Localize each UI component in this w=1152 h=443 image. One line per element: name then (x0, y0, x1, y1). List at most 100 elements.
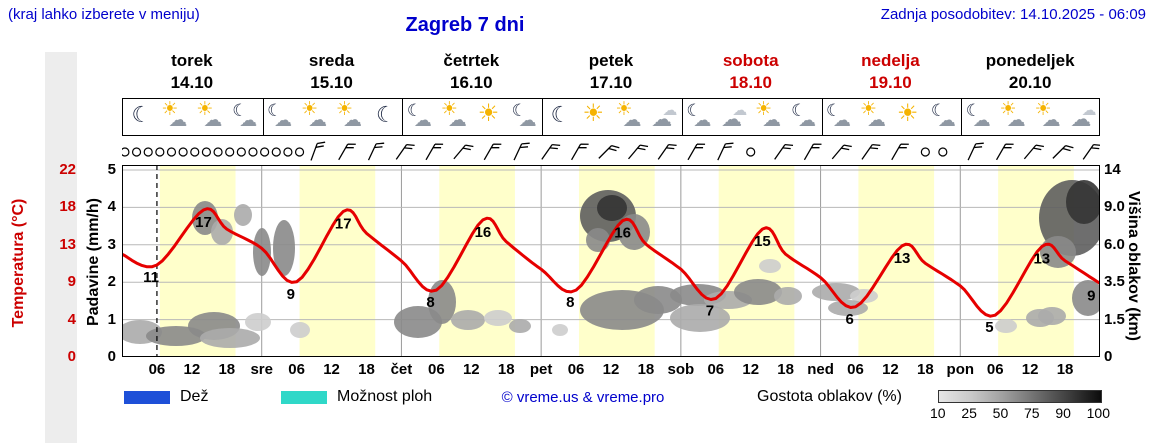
cloud-density-ticks: 10 25 50 75 90 100 (930, 405, 1110, 421)
temperature-curve (122, 207, 1100, 318)
partly-icon: ☀ ☁ (440, 99, 467, 131)
partly-icon: ☀ ☁ (336, 99, 363, 131)
density-tick-label: 75 (1023, 405, 1040, 421)
temp-axis-strip (45, 52, 77, 443)
cloud-blob (812, 283, 860, 301)
day-separator (961, 99, 963, 135)
cloud-tick-label: 1.5 (1104, 310, 1125, 328)
wind-barb-icon (774, 143, 794, 160)
temp-tick-label: 4 (67, 310, 76, 328)
day-date-label: 20.10 (1008, 73, 1052, 92)
wind-barb-icon (1052, 145, 1074, 159)
plot-border (122, 165, 1100, 357)
partly-icon: ☀ ☁ (859, 99, 886, 131)
x-tick-label: 18 (218, 361, 236, 378)
x-tick-label: čet (390, 361, 413, 378)
temp-point-label: 6 (846, 311, 854, 328)
daytime-band (299, 165, 376, 357)
moon-cloud-icon: ☾ ☁ (791, 101, 817, 130)
day-separator (821, 99, 823, 135)
cloud-blob (200, 328, 260, 348)
wind-calm-icon (248, 147, 258, 157)
wind-barb-icon (541, 143, 561, 160)
page-title: Zagreb 7 dni (405, 14, 525, 36)
wind-barb-icon (995, 143, 1014, 161)
weather-icon-strip: ☾ ☀ ☁ ☀ ☁ ☾ ☁ ☾ ☁ ☀ ☁ ☀ ☁ ☾ ☾ ☁ ☀ ☁ ☀ ☾ ☁ ☾ ☀ ☀ ☁ ☁ ☁ ☾ ☁ ☁ ☁ ☀ ☁ ☾ ☁ ☾ ☁ ☀ ☁ ☀… (122, 98, 1100, 136)
moon-cloud-icon: ☾ ☁ (826, 101, 852, 130)
temp-point-label: 13 (1033, 251, 1050, 268)
cloud-blob (1038, 307, 1066, 325)
moon-cloud-icon: ☾ ☁ (406, 101, 432, 130)
x-tick-label: sre (250, 361, 273, 378)
moon-cloud-icon: ☾ ☁ (267, 101, 293, 130)
sun-icon: ☀ (896, 100, 919, 127)
x-tick-label: 06 (148, 361, 166, 378)
cloud-density-label: Gostota oblakov (%) (757, 388, 902, 405)
day-date-label: 19.10 (869, 73, 912, 92)
x-tick-label: 12 (323, 361, 340, 378)
precip-tick-label: 1 (107, 310, 116, 328)
moon-cloud-icon: ☾ ☁ (930, 101, 956, 130)
wind-barb-icon (1082, 143, 1100, 160)
wind-barb-icon (831, 144, 852, 160)
wind-calm-icon (155, 147, 165, 157)
meteogram-plot: 11 17 9 17 8 16 8 16 7 15 6 13 5 13 9 (122, 165, 1100, 357)
x-tick-label: 18 (1056, 361, 1074, 378)
wind-barb-icon (717, 142, 734, 161)
wind-barb-icon (338, 143, 356, 161)
partly-icon: ☀ ☁ (196, 99, 223, 131)
wind-barb-icon (310, 141, 326, 161)
temp-point-label: 17 (335, 216, 352, 233)
x-tick-label: 18 (637, 361, 655, 378)
moon-icon: ☾ (375, 102, 396, 127)
x-tick-label: 18 (497, 361, 515, 378)
density-tick-label: 25 (961, 405, 977, 421)
cloud-blob (597, 195, 627, 221)
cloud-blob (1072, 280, 1100, 316)
day-date-label: 14.10 (170, 73, 214, 92)
partly-icon: ☀ ☁ (755, 99, 782, 131)
moon-cloud-icon: ☾ ☁ (965, 101, 991, 130)
wind-calm-icon (938, 147, 948, 157)
precip-tick-label: 2 (107, 273, 116, 291)
daytime-band (718, 165, 795, 357)
moon-icon: ☾ (550, 102, 571, 127)
day-separator (681, 99, 683, 135)
partly-icon: ☀ ☁ (1034, 99, 1061, 131)
cloud-blob (509, 319, 531, 333)
sun-icon: ☀ (477, 100, 500, 127)
cloud-icon: ☁ ☁ (721, 102, 748, 131)
temp-tick-label: 18 (59, 198, 76, 216)
wind-barb-icon (483, 143, 502, 161)
wind-barb-icon (1023, 144, 1044, 160)
x-tick-label: 12 (1021, 361, 1039, 378)
day-date-label: 18.10 (729, 73, 772, 92)
wind-calm-icon (201, 147, 212, 157)
x-tick-label: pet (529, 361, 553, 378)
rain-legend-label: Dež (180, 388, 209, 405)
precip-tick-label: 0 (107, 348, 116, 365)
temp-point-label: 13 (894, 250, 911, 267)
temp-tick-label: 22 (59, 161, 76, 178)
copyright-link[interactable]: © vreme.us & vreme.pro (501, 389, 665, 406)
wind-calm-icon (166, 147, 177, 157)
cloud-blob (451, 310, 485, 330)
day-separator (542, 99, 544, 135)
temp-point-label: 5 (985, 319, 993, 336)
wind-barb-icon (628, 144, 649, 160)
cloud-blob (234, 204, 252, 226)
precip-tick-label: 4 (107, 198, 116, 216)
cloud-icon: ☁ ☁ (651, 102, 678, 131)
density-tick-label: 50 (992, 405, 1009, 421)
wind-calm-icon (143, 147, 153, 157)
temp-point-label: 9 (1087, 287, 1095, 304)
wind-barb-icon (395, 143, 415, 160)
day-name-label: petek (588, 51, 634, 70)
cloud-icon: ☁ ☁ (1070, 102, 1097, 131)
showers-legend-label: Možnost ploh (337, 388, 433, 405)
wind-barb-icon (425, 143, 444, 161)
precip-axis-label: Padavine (mm/h) (85, 197, 102, 327)
wind-barb-icon (891, 143, 909, 161)
day-name-label: četrtek (443, 51, 500, 70)
wind-calm-icon (294, 147, 305, 157)
